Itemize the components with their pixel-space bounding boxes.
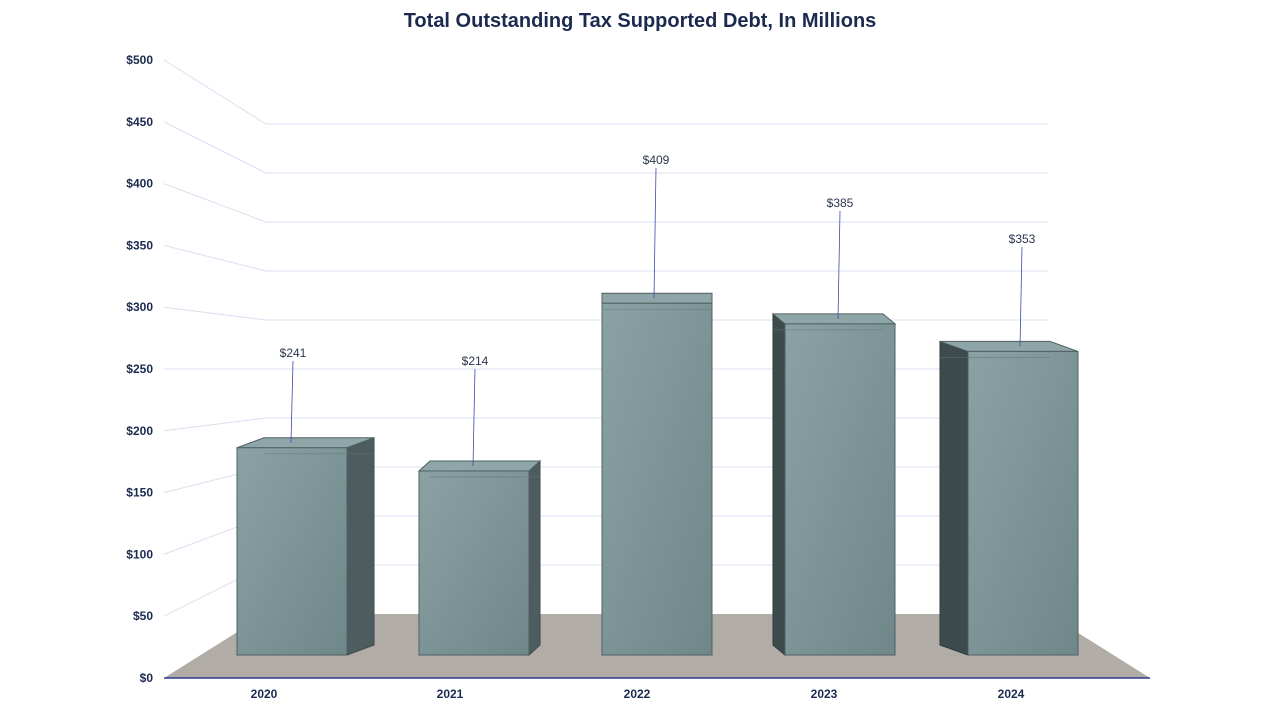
bar-top-face	[417, 460, 542, 472]
bar-side-face	[772, 312, 786, 657]
x-tick-label: 2021	[437, 687, 464, 701]
labels: $241 $214 $409 $385 $353	[280, 153, 1036, 466]
bar-2023	[771, 312, 897, 657]
bar-front-face	[967, 350, 1079, 656]
bar-side-face	[528, 459, 541, 657]
bar-2024	[939, 340, 1079, 656]
y-tick-label: $100	[126, 547, 153, 561]
y-tick-label: $500	[126, 53, 153, 67]
data-label-leader	[837, 210, 841, 319]
grid-connector	[163, 183, 267, 223]
y-tick-label: $350	[126, 238, 153, 252]
bar-side-face	[346, 437, 375, 656]
data-label: $241	[280, 346, 307, 360]
bar-series	[236, 292, 1079, 657]
bar-2020	[236, 437, 375, 656]
bar-front-face	[236, 447, 348, 656]
bar-side-face	[939, 340, 969, 656]
y-tick-label: $450	[126, 115, 153, 129]
y-tick-label: $400	[126, 177, 153, 191]
bar-2022	[601, 292, 713, 656]
data-label: $409	[643, 153, 670, 167]
data-label-leader	[290, 360, 294, 443]
chart-title: Total Outstanding Tax Supported Debt, In…	[403, 10, 877, 32]
grid-connector	[163, 121, 267, 174]
bar-2021	[417, 459, 542, 657]
grid-connector	[163, 244, 267, 272]
y-tick-label: $150	[126, 486, 153, 500]
grid-connector	[163, 306, 267, 321]
y-tick-label: $300	[126, 300, 153, 314]
grid-connector	[163, 417, 267, 432]
x-tick-label: 2022	[624, 687, 651, 701]
bar-front-face	[418, 470, 530, 656]
data-label-leader	[1019, 246, 1023, 347]
data-label: $353	[1009, 232, 1036, 246]
axes: $0 $50 $100 $150 $200 $250 $300 $350 $400 $450 $50…	[126, 53, 1150, 701]
x-tick-label: 2023	[811, 687, 838, 701]
bar-front-face	[784, 323, 896, 656]
bar-top-face	[601, 292, 713, 304]
y-tick-label: $0	[140, 671, 154, 685]
data-label: $214	[462, 354, 489, 368]
data-label: $385	[827, 196, 854, 210]
grid-connector	[163, 59, 267, 125]
y-tick-label: $200	[126, 424, 153, 438]
bar-top-face	[771, 313, 897, 325]
x-tick-label: 2024	[998, 687, 1025, 701]
data-label-leader	[472, 368, 476, 466]
x-tick-label: 2020	[251, 687, 278, 701]
y-tick-label: $50	[133, 609, 153, 623]
bar-front-face	[601, 302, 713, 656]
data-label-leader	[653, 167, 657, 299]
y-tick-label: $250	[126, 362, 153, 376]
